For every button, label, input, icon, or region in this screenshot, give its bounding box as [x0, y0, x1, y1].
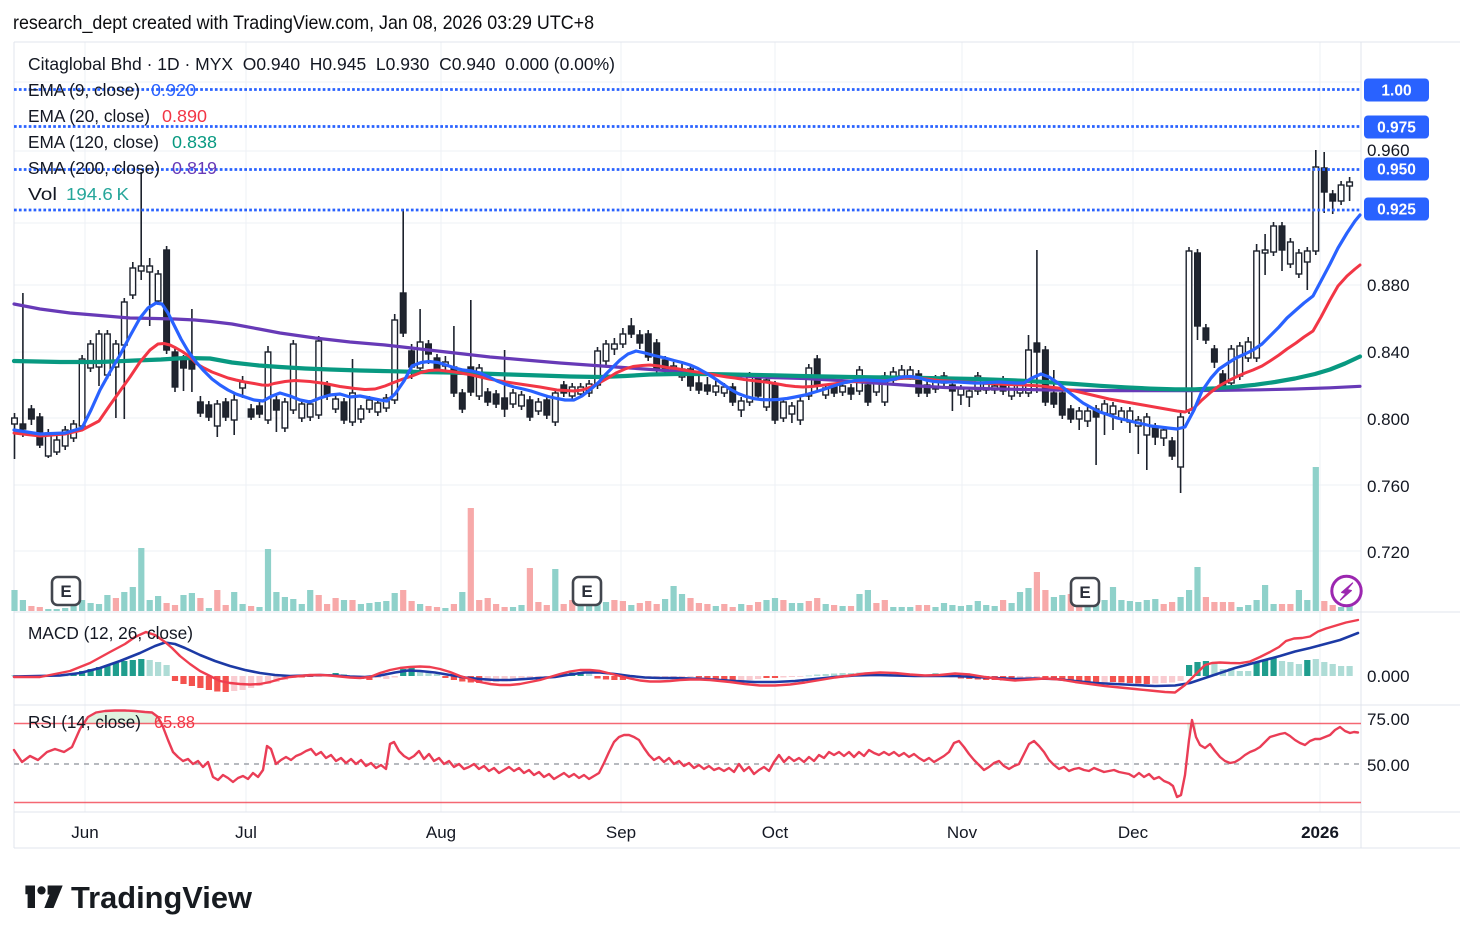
svg-text:Aug: Aug	[426, 823, 456, 842]
svg-text:SMA (200, close): SMA (200, close)	[28, 158, 160, 178]
svg-text:Oct: Oct	[762, 823, 789, 842]
svg-text:0.950: 0.950	[1377, 162, 1416, 179]
svg-text:E: E	[581, 582, 592, 601]
svg-text:Vol: Vol	[28, 184, 57, 204]
svg-text:0.720: 0.720	[1367, 543, 1410, 562]
svg-text:E: E	[60, 582, 71, 601]
svg-text:Citaglobal Bhd · 1D · MYX O0.: Citaglobal Bhd · 1D · MYX O0.940 H0.945 …	[28, 54, 615, 74]
svg-text:0.819: 0.819	[172, 158, 217, 178]
svg-text:0.975: 0.975	[1377, 120, 1416, 137]
svg-text:MACD (12, 26, close): MACD (12, 26, close)	[28, 623, 193, 643]
svg-text:EMA (9, close): EMA (9, close)	[28, 80, 140, 100]
svg-text:0.920: 0.920	[151, 80, 196, 100]
svg-text:0.925: 0.925	[1377, 202, 1416, 219]
svg-text:0.800: 0.800	[1367, 410, 1410, 429]
svg-text:1.00: 1.00	[1381, 83, 1411, 100]
svg-text:Nov: Nov	[947, 823, 978, 842]
svg-text:RSI (14, close): RSI (14, close)	[28, 712, 141, 732]
svg-text:65.88: 65.88	[154, 712, 195, 732]
svg-text:0.840: 0.840	[1367, 343, 1410, 362]
svg-text:Sep: Sep	[606, 823, 636, 842]
svg-text:0.838: 0.838	[172, 132, 217, 152]
svg-text:Jun: Jun	[71, 823, 98, 842]
svg-text:E: E	[1079, 583, 1090, 602]
svg-text:50.00: 50.00	[1367, 756, 1410, 775]
svg-text:0.000: 0.000	[1367, 667, 1410, 686]
svg-text:75.00: 75.00	[1367, 710, 1410, 729]
svg-text:0.880: 0.880	[1367, 276, 1410, 295]
svg-text:Dec: Dec	[1118, 823, 1149, 842]
svg-text:2026: 2026	[1301, 823, 1339, 842]
svg-text:EMA (120, close): EMA (120, close)	[28, 132, 159, 152]
svg-text:Jul: Jul	[235, 823, 257, 842]
svg-text:research_dept created with Tra: research_dept created with TradingView.c…	[13, 12, 594, 34]
svg-text:0.760: 0.760	[1367, 477, 1410, 496]
svg-text:EMA (20, close): EMA (20, close)	[28, 106, 150, 126]
svg-text:TradingView: TradingView	[71, 880, 253, 915]
svg-text:194.6 K: 194.6 K	[66, 184, 129, 204]
svg-text:0.890: 0.890	[162, 106, 207, 126]
svg-text:0.960: 0.960	[1367, 141, 1410, 160]
